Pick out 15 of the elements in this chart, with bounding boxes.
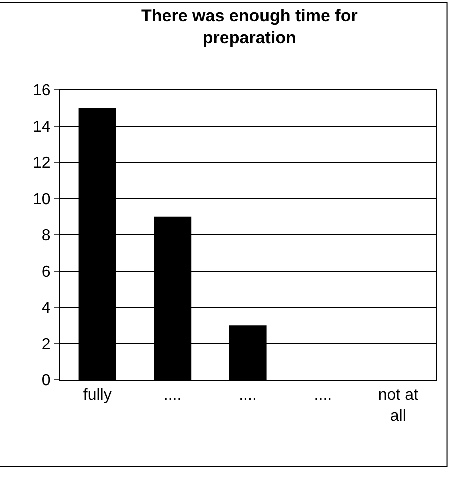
y-tick-label: 14 [33, 118, 51, 136]
y-tick-label: 10 [33, 191, 51, 208]
x-tick-label: .... [239, 387, 257, 404]
y-tick-label: 12 [33, 155, 51, 172]
x-tick-label: .... [314, 387, 332, 404]
chart-title: There was enough time for preparation [142, 6, 358, 48]
y-tick-label: 16 [33, 82, 51, 100]
x-tick-label: .... [164, 387, 182, 404]
y-tick-label: 2 [42, 336, 51, 354]
y-tick-label: 8 [42, 228, 51, 245]
y-tick-label: 4 [42, 300, 51, 318]
y-tick-label: 6 [42, 264, 51, 281]
x-tick-label: not at all [378, 387, 419, 425]
y-tick-label: 0 [42, 372, 51, 390]
x-tick-label: fully [83, 387, 112, 404]
